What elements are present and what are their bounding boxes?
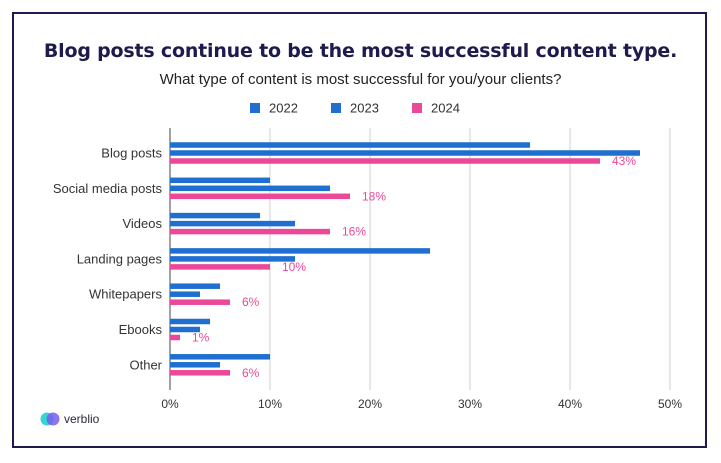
legend-label: 2023 xyxy=(350,101,379,116)
verblio-logo-icon xyxy=(40,412,60,426)
bar-2022 xyxy=(170,318,210,325)
bar-2023 xyxy=(170,185,330,192)
data-label: 43% xyxy=(612,154,636,168)
brand-name: verblio xyxy=(64,412,100,426)
x-tick-label: 10% xyxy=(258,397,282,411)
brand-logo: verblio xyxy=(40,411,99,427)
bar-2024 xyxy=(170,299,230,305)
category-label: Social media posts xyxy=(53,181,163,196)
bar-2023 xyxy=(170,150,640,156)
x-tick-label: 50% xyxy=(658,397,682,411)
bar-2024 xyxy=(170,370,230,376)
bar-2023 xyxy=(170,326,200,333)
legend-label: 2024 xyxy=(431,101,460,116)
data-label: 1% xyxy=(192,331,210,345)
chart-title: Blog posts continue to be the most succe… xyxy=(43,40,678,62)
bar-2022 xyxy=(170,177,270,184)
bar-2024 xyxy=(170,158,600,164)
bar-2022 xyxy=(170,248,430,254)
bar-2022 xyxy=(170,354,270,360)
x-tick-label: 30% xyxy=(458,397,482,411)
legend-swatch xyxy=(250,103,260,113)
x-tick-label: 0% xyxy=(161,397,179,411)
bar-2023 xyxy=(170,291,200,297)
data-label: 18% xyxy=(362,189,386,203)
legend-swatch xyxy=(331,103,341,113)
category-label: Videos xyxy=(122,216,162,231)
x-tick-label: 20% xyxy=(358,397,382,411)
x-tick-label: 40% xyxy=(558,397,582,411)
category-label: Whitepapers xyxy=(89,287,162,302)
category-label: Ebooks xyxy=(119,322,163,337)
bar-2023 xyxy=(170,256,295,262)
category-label: Other xyxy=(129,357,162,372)
category-label: Blog posts xyxy=(101,146,162,161)
legend-label: 2022 xyxy=(269,101,298,116)
bar-2022 xyxy=(170,283,220,289)
category-label: Landing pages xyxy=(77,251,163,266)
bar-2024 xyxy=(170,334,180,341)
bar-2024 xyxy=(170,264,270,270)
data-label: 6% xyxy=(242,366,260,380)
bar-2023 xyxy=(170,220,295,227)
data-label: 10% xyxy=(282,260,306,274)
data-label: 16% xyxy=(342,225,366,239)
chart-frame xyxy=(12,12,707,448)
chart-subtitle: What type of content is most successful … xyxy=(159,71,562,88)
bar-2022 xyxy=(170,212,260,219)
bar-2022 xyxy=(170,142,530,148)
bar-2024 xyxy=(170,228,330,235)
data-label: 6% xyxy=(242,295,260,309)
bar-2023 xyxy=(170,362,220,368)
legend-swatch xyxy=(412,103,422,113)
bar-2024 xyxy=(170,193,350,200)
